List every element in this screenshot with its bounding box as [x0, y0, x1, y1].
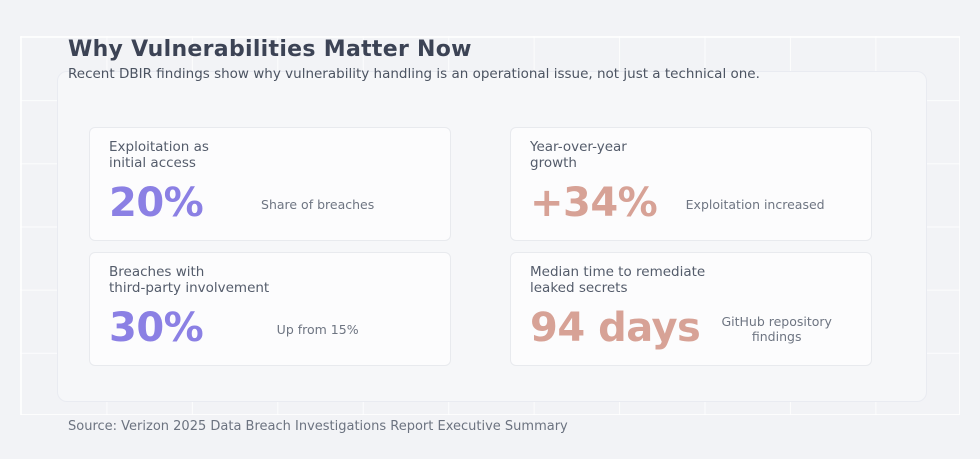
stat-card-third-party-breaches: Breaches with third-party involvement 30…	[89, 252, 451, 366]
stat-card-description: GitHub repository findings	[721, 314, 832, 344]
stat-card-label: Median time to remediate leaked secrets	[530, 264, 706, 296]
stat-row: +34% Exploitation increased	[530, 183, 853, 223]
stat-card-label: Year-over-year growth	[530, 139, 627, 171]
stat-card-description: Exploitation increased	[685, 196, 825, 212]
page-title: Why Vulnerabilities Matter Now	[68, 37, 472, 62]
page-subtitle: Recent DBIR findings show why vulnerabil…	[68, 66, 760, 82]
stat-row: 20% Share of breaches	[109, 183, 432, 223]
stat-card-value: 30%	[109, 305, 204, 351]
stat-card-value: +34%	[530, 180, 658, 226]
stat-card-label: Breaches with third-party involvement	[109, 264, 270, 296]
stat-card-grid: Exploitation as initial access 20% Share…	[89, 127, 872, 366]
stat-row: 94 days GitHub repository findings	[530, 308, 853, 348]
stat-card-value: 94 days	[530, 305, 701, 351]
stat-card-median-remediation-time: Median time to remediate leaked secrets …	[510, 252, 872, 366]
stat-card-description: Up from 15%	[276, 321, 359, 337]
source-citation: Source: Verizon 2025 Data Breach Investi…	[68, 419, 568, 434]
stat-row: 30% Up from 15%	[109, 308, 432, 348]
stat-card-year-over-year-growth: Year-over-year growth +34% Exploitation …	[510, 127, 872, 241]
stat-card-description: Share of breaches	[261, 196, 375, 212]
stat-card-value: 20%	[109, 180, 204, 226]
stat-card-label: Exploitation as initial access	[109, 139, 209, 171]
stat-card-exploitation-initial-access: Exploitation as initial access 20% Share…	[89, 127, 451, 241]
